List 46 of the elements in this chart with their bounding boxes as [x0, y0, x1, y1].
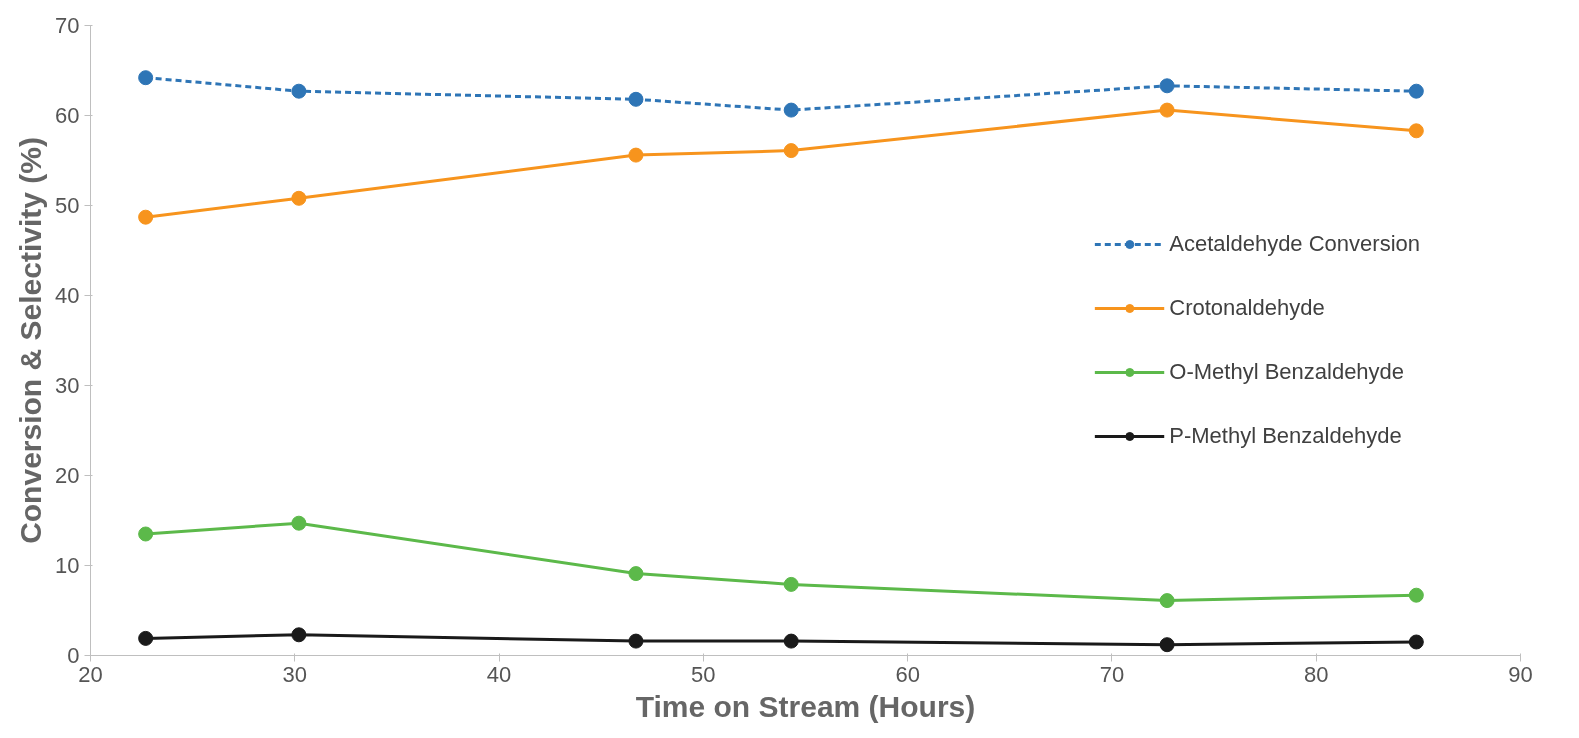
point — [138, 70, 154, 86]
x-tick-label: 50 — [691, 661, 716, 687]
point — [138, 526, 154, 542]
x-tick-label: 90 — [1508, 661, 1533, 687]
y-tick-label: 40 — [55, 283, 80, 308]
point — [291, 190, 307, 206]
x-axis-title: Time on Stream (Hours) — [635, 689, 976, 723]
x-tick-label: 40 — [486, 661, 512, 687]
y-tick-label: 60 — [55, 103, 80, 128]
x-tick-label: 80 — [1303, 661, 1329, 687]
point — [1159, 593, 1175, 609]
point — [1408, 587, 1424, 603]
legend-label: Crotonaldehyde — [1169, 295, 1325, 321]
point — [628, 91, 644, 107]
legend-label: P-Methyl Benzaldehyde — [1169, 423, 1402, 449]
y-axis-title: Conversion & Selectivity (%) — [14, 137, 48, 544]
point — [1408, 83, 1424, 99]
point — [783, 633, 799, 649]
y-tick-label: 0 — [67, 643, 80, 668]
legend-label: Acetaldehyde Conversion — [1169, 231, 1420, 257]
point — [628, 633, 644, 649]
x-tick-label: 20 — [78, 661, 103, 687]
point — [291, 515, 307, 531]
y-tick-label: 10 — [55, 553, 80, 578]
point — [1159, 78, 1175, 94]
point — [1408, 634, 1424, 650]
y-tick-label: 70 — [55, 13, 80, 38]
point — [291, 627, 307, 643]
y-tick-label: 30 — [55, 373, 80, 398]
point — [628, 147, 644, 163]
x-tick-label: 70 — [1099, 661, 1125, 687]
point — [138, 209, 154, 225]
point — [628, 566, 644, 582]
y-tick-label: 20 — [55, 463, 80, 488]
point — [138, 630, 154, 646]
point — [1159, 637, 1175, 653]
point — [783, 102, 799, 118]
point — [1408, 123, 1424, 139]
x-tick-label: 60 — [895, 661, 920, 687]
point — [1159, 102, 1175, 118]
x-tick-label: 30 — [282, 661, 308, 687]
point — [783, 576, 799, 592]
legend-label: O-Methyl Benzaldehyde — [1169, 359, 1405, 385]
point — [291, 83, 307, 99]
y-tick-label: 50 — [55, 193, 80, 218]
point — [783, 143, 799, 159]
